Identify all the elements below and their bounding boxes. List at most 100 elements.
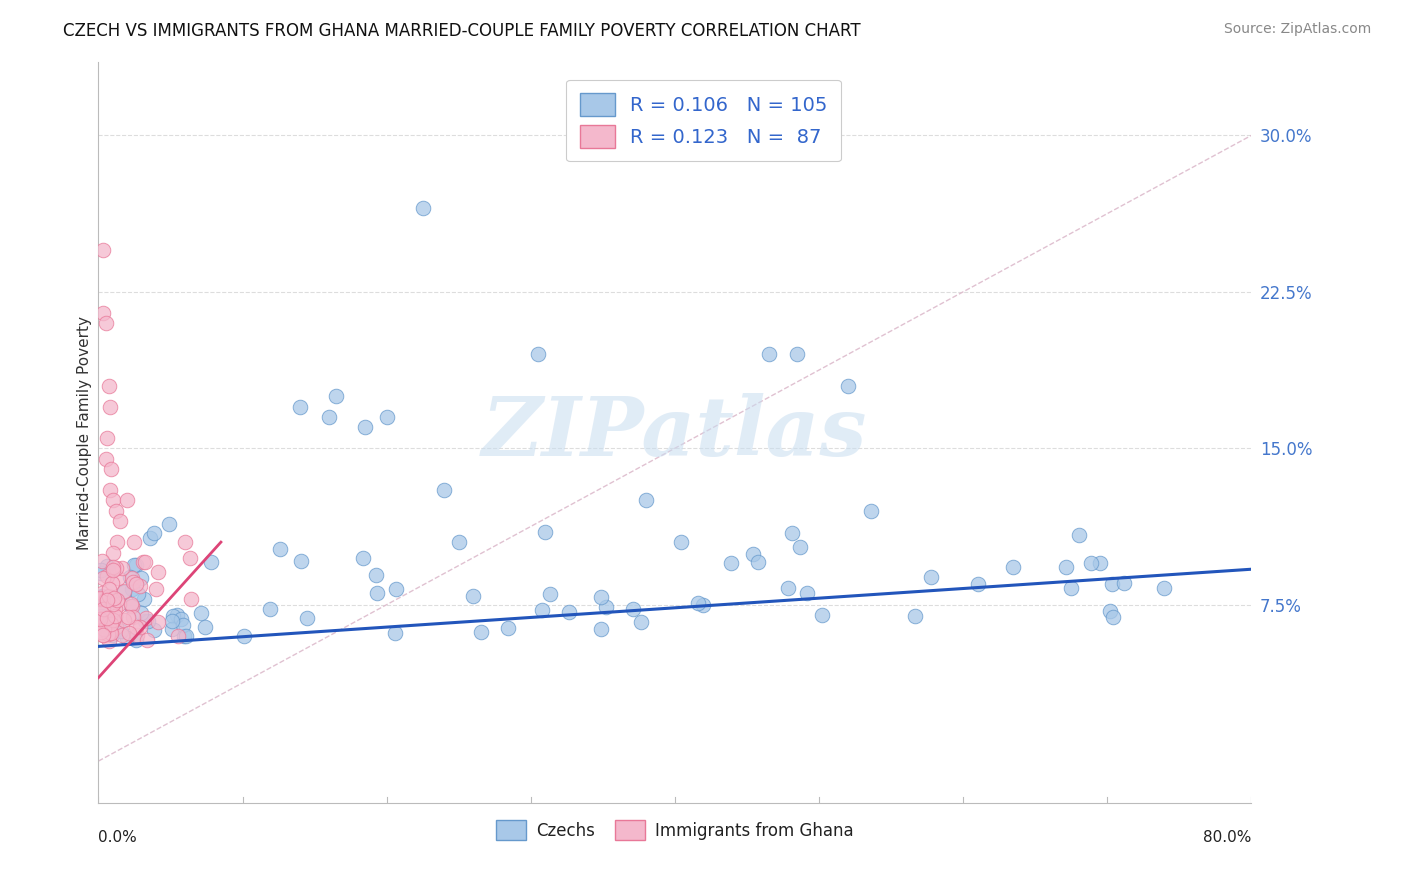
- Point: [433, 483, 456, 497]
- Point: [174, 629, 197, 643]
- Point: [117, 632, 139, 646]
- Point: [91, 602, 114, 616]
- Point: [90, 619, 112, 633]
- Point: [90, 608, 112, 623]
- Point: [173, 629, 195, 643]
- Point: [692, 598, 714, 612]
- Point: [139, 531, 162, 545]
- Point: [136, 614, 159, 628]
- Point: [121, 574, 143, 589]
- Point: [352, 550, 374, 565]
- Point: [122, 558, 145, 572]
- Point: [166, 608, 188, 623]
- Point: [103, 614, 125, 628]
- Point: [98, 615, 121, 630]
- Point: [125, 577, 148, 591]
- Point: [121, 582, 143, 596]
- Point: [170, 612, 193, 626]
- Point: [105, 535, 128, 549]
- Point: [118, 626, 141, 640]
- Point: [630, 615, 652, 629]
- Point: [96, 592, 118, 607]
- Point: [135, 610, 157, 624]
- Point: [1098, 604, 1121, 618]
- Point: [741, 547, 763, 561]
- Point: [118, 570, 141, 584]
- Point: [461, 589, 484, 603]
- Point: [384, 626, 406, 640]
- Point: [290, 554, 312, 568]
- Point: [796, 585, 818, 599]
- Point: [129, 606, 152, 620]
- Point: [94, 451, 117, 466]
- Point: [194, 620, 217, 634]
- Point: [589, 591, 612, 605]
- Point: [90, 566, 112, 581]
- Point: [111, 628, 134, 642]
- Point: [97, 618, 120, 632]
- Point: [100, 616, 122, 631]
- Point: [688, 596, 710, 610]
- Point: [96, 431, 118, 445]
- Point: [558, 605, 581, 619]
- Point: [121, 610, 143, 624]
- Point: [160, 614, 183, 628]
- Point: [104, 504, 127, 518]
- Point: [112, 585, 135, 599]
- Point: [167, 629, 190, 643]
- Point: [837, 378, 859, 392]
- Point: [366, 586, 388, 600]
- Point: [125, 628, 148, 642]
- Point: [782, 525, 804, 540]
- Point: [107, 571, 129, 585]
- Point: [325, 389, 347, 403]
- Point: [91, 628, 114, 642]
- Point: [1088, 556, 1111, 570]
- Point: [145, 582, 167, 596]
- Text: ZIPatlas: ZIPatlas: [482, 392, 868, 473]
- Point: [101, 597, 124, 611]
- Point: [143, 623, 166, 637]
- Point: [143, 525, 166, 540]
- Point: [160, 622, 183, 636]
- Point: [531, 602, 554, 616]
- Point: [91, 306, 114, 320]
- Point: [98, 589, 121, 603]
- Point: [94, 611, 117, 625]
- Point: [375, 409, 398, 424]
- Point: [470, 625, 492, 640]
- Point: [117, 610, 139, 624]
- Point: [103, 591, 125, 605]
- Point: [93, 621, 115, 635]
- Point: [290, 400, 312, 414]
- Point: [180, 592, 202, 607]
- Point: [89, 611, 111, 625]
- Point: [117, 493, 139, 508]
- Point: [89, 591, 111, 606]
- Point: [776, 581, 799, 595]
- Point: [527, 347, 550, 361]
- Point: [98, 624, 121, 639]
- Point: [120, 597, 142, 611]
- Point: [108, 514, 131, 528]
- Point: [786, 347, 808, 361]
- Point: [90, 590, 112, 604]
- Point: [354, 420, 377, 434]
- Point: [128, 579, 150, 593]
- Point: [105, 620, 128, 634]
- Text: CZECH VS IMMIGRANTS FROM GHANA MARRIED-COUPLE FAMILY POVERTY CORRELATION CHART: CZECH VS IMMIGRANTS FROM GHANA MARRIED-C…: [63, 22, 860, 40]
- Point: [125, 632, 148, 647]
- Point: [91, 243, 114, 257]
- Point: [98, 594, 121, 608]
- Point: [364, 568, 387, 582]
- Point: [89, 591, 111, 606]
- Point: [157, 516, 180, 531]
- Point: [97, 582, 120, 597]
- Point: [101, 493, 124, 508]
- Point: [125, 620, 148, 634]
- Point: [636, 493, 658, 508]
- Point: [124, 558, 146, 572]
- Point: [93, 618, 115, 632]
- Point: [232, 629, 254, 643]
- Point: [94, 591, 117, 606]
